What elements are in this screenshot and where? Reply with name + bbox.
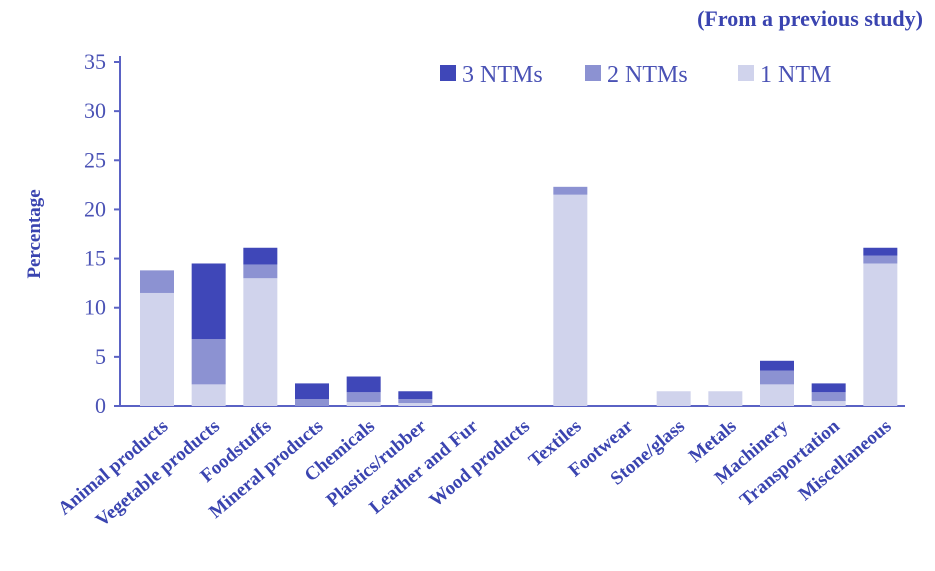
y-tick-label: 10 [84, 295, 106, 320]
bar-segment [708, 391, 743, 406]
y-axis-label: Percentage [24, 189, 45, 278]
bar-segment [140, 270, 174, 293]
bar-segment [243, 264, 278, 279]
bar-segment [553, 194, 588, 406]
bar-segment [191, 384, 226, 406]
source-note: (From a previous study) [697, 6, 923, 31]
bar-segment [398, 403, 433, 406]
y-tick-label: 15 [84, 246, 106, 271]
bar-segment [140, 292, 174, 406]
legend-swatch [585, 65, 601, 81]
legend-label: 2 NTMs [607, 62, 688, 88]
bar-segment [295, 383, 329, 400]
legend-label: 3 NTMs [462, 62, 543, 88]
legend-swatch [738, 65, 754, 81]
bar-segment [760, 360, 794, 371]
bar-segment [295, 399, 329, 406]
bar-segment [398, 399, 433, 404]
legend: 3 NTMs 2 NTMs 1 NTM [440, 62, 831, 88]
legend-swatch [440, 65, 456, 81]
x-tick-label: Miscellaneous [795, 416, 896, 505]
y-tick-label: 0 [95, 393, 106, 418]
legend-label: 1 NTM [760, 62, 831, 88]
bar-segment [811, 401, 846, 406]
bar-segment [346, 402, 381, 406]
bar-segment [553, 186, 588, 195]
bar-segment [346, 376, 381, 393]
bar-segment [398, 391, 433, 400]
bar-segment [191, 339, 226, 385]
bar-segment [811, 392, 846, 402]
bar-segment [760, 384, 794, 406]
bar-segment [191, 263, 226, 340]
bar-segment [811, 383, 846, 393]
bar-segment [863, 263, 898, 406]
bar-segment [243, 278, 278, 406]
y-tick-label: 25 [84, 147, 106, 172]
y-tick-label: 20 [84, 196, 106, 221]
bar-segment [243, 247, 278, 265]
bar-segment [760, 370, 794, 385]
bar-segment [656, 391, 691, 406]
y-tick-label: 30 [84, 98, 106, 123]
bar-segment [863, 255, 898, 264]
y-axis: 0 5 10 15 20 25 30 35 [84, 49, 121, 418]
y-tick-label: 35 [84, 49, 106, 74]
bars [140, 186, 898, 406]
bar-segment [863, 247, 898, 256]
y-tick-label: 5 [95, 344, 106, 369]
bar-segment [346, 392, 381, 403]
